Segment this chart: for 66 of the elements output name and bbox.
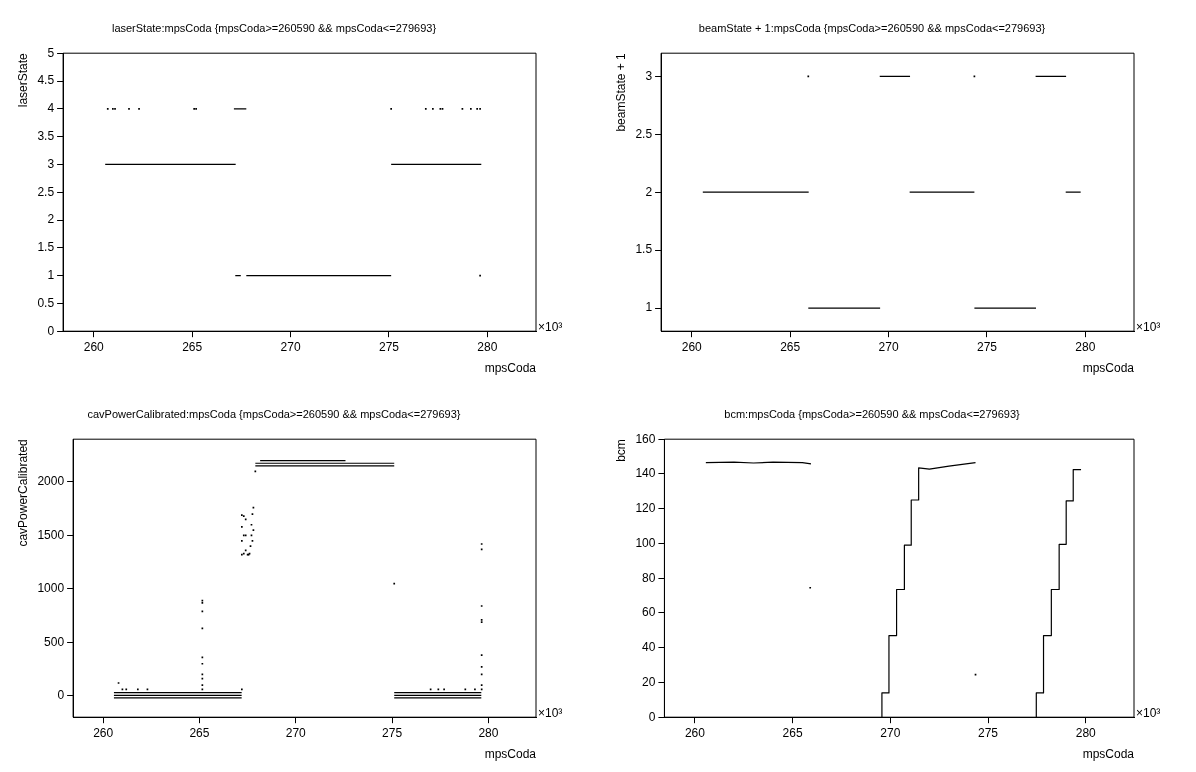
y-axis-title: bcm: [613, 439, 628, 462]
x-axis-title: mpsCoda: [484, 361, 537, 376]
x-tick-label: 280: [1075, 339, 1096, 354]
y-tick-label: 2.5: [635, 126, 653, 141]
y-axis-title: beamState + 1: [613, 52, 628, 132]
y-tick-label: 500: [44, 634, 65, 649]
x-tick-label: 265: [780, 339, 801, 354]
y-axis-title: cavPowerCalibrated: [15, 439, 30, 547]
x-axis-title: mpsCoda: [1082, 747, 1135, 762]
x-tick-label: 260: [93, 725, 114, 740]
x-tick-label: 265: [182, 339, 203, 354]
y-tick-label: 120: [635, 501, 656, 516]
y-tick-label: 0: [47, 323, 55, 338]
y-tick-label: 140: [635, 466, 656, 481]
x-tick-label: 270: [880, 725, 901, 740]
y-tick-label: 1: [645, 300, 653, 315]
x-tick-label: 275: [976, 339, 998, 354]
y-tick-label: 2: [645, 184, 653, 199]
chart-title: laserState:mpsCoda {mpsCoda>=260590 && mpsCoda<=279693}: [111, 21, 437, 34]
y-tick-label: 0: [648, 709, 656, 724]
y-tick-label: 1.5: [37, 240, 55, 255]
y-tick-label: 20: [642, 674, 656, 689]
chart-title: beamState + 1:mpsCoda {mpsCoda>=260590 && mpsCoda<=279693}: [698, 21, 1046, 34]
y-tick-label: 80: [642, 570, 656, 585]
y-tick-label: 100: [635, 535, 656, 550]
text: ×10³: [1136, 705, 1161, 720]
x-tick-label: 280: [1075, 725, 1097, 740]
y-tick-label: 2000: [37, 474, 65, 489]
x-tick-label: 265: [189, 725, 210, 740]
y-tick-label: 0.5: [37, 295, 55, 310]
text: ×10³: [538, 705, 563, 720]
y-tick-label: 3.5: [37, 128, 55, 143]
x-tick-label: 280: [477, 339, 498, 354]
chart-title: cavPowerCalibrated:mpsCoda {mpsCoda>=260590 && mpsCoda<=279693}: [87, 407, 461, 420]
x-tick-label: 270: [280, 339, 301, 354]
x-tick-label: 260: [684, 725, 706, 740]
x-axis-title: mpsCoda: [1082, 361, 1135, 376]
x-tick-label: 260: [681, 339, 703, 354]
text: ×10³: [538, 319, 563, 334]
y-tick-label: 2.5: [37, 184, 55, 199]
x-tick-label: 270: [285, 725, 307, 740]
x-axis-title: mpsCoda: [484, 747, 537, 762]
y-tick-label: 4: [47, 101, 55, 116]
x-tick-label: 270: [878, 339, 899, 354]
x-tick-label: 265: [782, 725, 803, 740]
y-tick-label: 5: [47, 45, 55, 60]
y-tick-label: 0: [57, 688, 65, 703]
y-tick-label: 4.5: [37, 73, 55, 88]
y-tick-label: 1500: [37, 527, 65, 542]
y-tick-label: 3: [645, 68, 653, 83]
x-tick-label: 260: [83, 339, 105, 354]
y-tick-label: 60: [642, 605, 656, 620]
y-tick-label: 2: [47, 212, 55, 227]
y-tick-label: 40: [642, 640, 656, 655]
y-axis-title: laserState: [15, 52, 30, 108]
x-tick-label: 280: [478, 725, 499, 740]
y-tick-label: 160: [635, 431, 656, 446]
x-tick-label: 275: [378, 339, 400, 354]
text: ×10³: [1136, 319, 1161, 334]
y-tick-label: 1000: [37, 581, 65, 596]
y-tick-label: 3: [47, 156, 55, 171]
chart-title: bcm:mpsCoda {mpsCoda>=260590 && mpsCoda<=279693}: [724, 407, 1021, 420]
x-tick-label: 275: [382, 725, 403, 740]
y-tick-label: 1: [47, 267, 55, 282]
x-tick-label: 275: [978, 725, 999, 740]
y-tick-label: 1.5: [635, 242, 653, 257]
